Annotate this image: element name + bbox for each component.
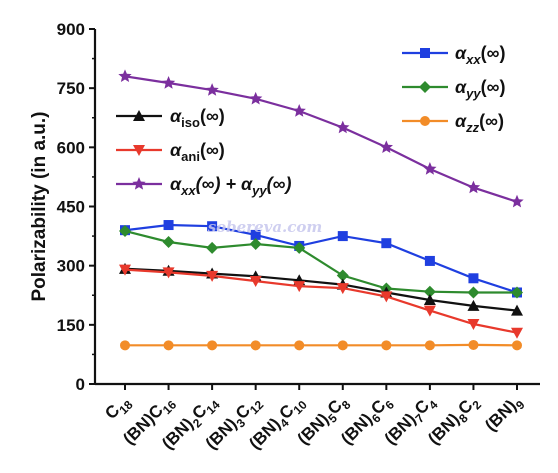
- y-tick-label: 900: [57, 20, 85, 39]
- legend-layer: αxx(∞) αyy(∞) αzz(∞) αiso(∞) αani(∞) αxx​(∞) …: [116, 43, 505, 198]
- triangle-down-marker: [380, 291, 393, 303]
- circle-marker: [120, 340, 130, 351]
- legend-item-xx: αxx(∞): [402, 43, 505, 67]
- diamond-marker: [119, 224, 131, 237]
- x-tick-label: C18​: [101, 391, 136, 426]
- circle-marker: [250, 340, 261, 351]
- square-marker: [207, 221, 218, 232]
- square-marker: [337, 231, 348, 242]
- circle-marker: [424, 340, 435, 351]
- triangle-down-marker: [133, 145, 145, 156]
- legend-label-zz: αzz(∞): [455, 111, 504, 135]
- y-tick-label: 450: [57, 198, 85, 217]
- legend-item-zz: αzz(∞): [402, 111, 504, 135]
- series-layer: [118, 69, 524, 351]
- series-line-iso: [124, 267, 518, 312]
- circle-marker: [337, 340, 348, 351]
- star-marker: [423, 162, 437, 175]
- triangle-up-marker: [133, 110, 145, 121]
- series-iso: [119, 262, 523, 316]
- triangle-down-marker: [336, 283, 349, 295]
- circle-marker: [207, 340, 218, 351]
- circle-marker: [512, 340, 522, 351]
- diamond-marker: [249, 237, 262, 250]
- circle-marker: [468, 339, 479, 350]
- triangle-up-marker: [511, 304, 523, 316]
- y-tick-label: 600: [57, 138, 85, 157]
- diamond-marker: [511, 286, 523, 299]
- triangle-up-marker: [423, 293, 436, 305]
- legend-label-xx: αxx(∞): [455, 43, 505, 67]
- triangle-down-marker: [119, 264, 131, 276]
- triangle-down-marker: [249, 276, 262, 288]
- y-axis-title: Polarizability (in a.u.): [29, 111, 50, 301]
- y-tick-label: 750: [57, 79, 85, 98]
- legend-item-yy: αyy(∞): [402, 77, 505, 101]
- square-marker: [468, 273, 479, 284]
- y-tick-label: 0: [76, 375, 85, 394]
- watermark-text: sobereva.com: [208, 218, 323, 236]
- series-ani: [119, 264, 523, 339]
- triangle-down-marker: [511, 327, 523, 339]
- y-tick-label: 150: [57, 316, 85, 335]
- diamond-marker: [162, 236, 175, 248]
- star-marker: [510, 194, 524, 208]
- circle-marker: [294, 340, 305, 351]
- legend-label-sum: αxx​(∞) + αyy​(∞): [170, 174, 291, 198]
- square-marker: [381, 238, 392, 249]
- square-marker: [163, 220, 174, 231]
- legend-label-iso: αiso(∞): [170, 106, 225, 130]
- diamond-marker: [419, 81, 431, 93]
- legend-label-yy: αyy(∞): [455, 77, 505, 101]
- circle-marker: [420, 116, 430, 126]
- series-zz: [120, 339, 522, 351]
- series-line-ani: [124, 268, 518, 334]
- x-tick-label: (BN)8​C2​: [424, 391, 484, 451]
- legend-label-ani: αani(∞): [170, 140, 225, 164]
- x-tick-label: (BN)9​: [481, 391, 528, 438]
- star-marker: [161, 76, 176, 89]
- series-yy: [119, 224, 523, 299]
- series-line-sum: [124, 75, 518, 203]
- triangle-down-marker: [423, 305, 436, 317]
- triangle-down-marker: [206, 270, 219, 282]
- y-tick-label: 300: [57, 257, 85, 276]
- star-marker: [205, 83, 219, 96]
- square-marker: [250, 229, 261, 240]
- circle-marker: [381, 340, 392, 351]
- x-tick-label: (BN)2​C14​: [158, 391, 223, 456]
- triangle-down-marker: [467, 319, 480, 331]
- diamond-marker: [336, 269, 349, 282]
- diamond-marker: [206, 241, 219, 254]
- star-marker: [249, 91, 263, 105]
- legend-item-iso: αiso(∞): [116, 106, 225, 130]
- square-marker: [420, 48, 430, 58]
- square-marker: [424, 255, 435, 266]
- star-marker: [379, 140, 393, 153]
- triangle-down-marker: [293, 281, 306, 293]
- series-sum: [118, 69, 524, 208]
- diamond-marker: [293, 241, 306, 254]
- legend-item-sum: αxx​(∞) + αyy​(∞): [116, 174, 291, 198]
- series-line-yy: [124, 229, 517, 294]
- triangle-up-marker: [467, 299, 480, 311]
- star-marker: [336, 120, 350, 134]
- star-marker: [118, 69, 132, 82]
- star-marker: [132, 177, 146, 190]
- legend-item-ani: αani(∞): [116, 140, 225, 164]
- diamond-marker: [467, 286, 480, 299]
- diamond-marker: [423, 285, 436, 298]
- circle-marker: [163, 340, 174, 351]
- star-marker: [466, 180, 481, 194]
- triangle-down-marker: [162, 267, 175, 279]
- series-line-xx: [124, 223, 518, 294]
- star-marker: [292, 104, 306, 117]
